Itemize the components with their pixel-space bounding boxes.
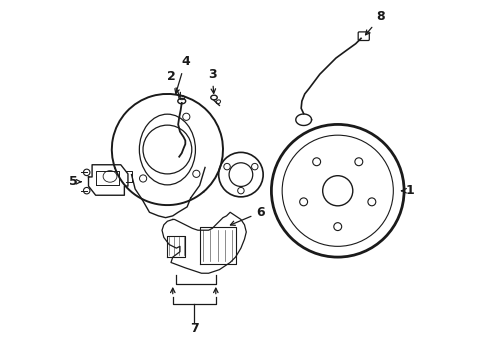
Text: 1: 1	[401, 184, 413, 197]
Text: 8: 8	[365, 10, 384, 35]
Text: 5: 5	[69, 175, 81, 188]
Text: 2: 2	[166, 69, 180, 97]
Text: 6: 6	[230, 206, 264, 225]
Text: 7: 7	[189, 322, 198, 335]
Text: 3: 3	[207, 68, 216, 93]
Text: 4: 4	[175, 55, 189, 94]
